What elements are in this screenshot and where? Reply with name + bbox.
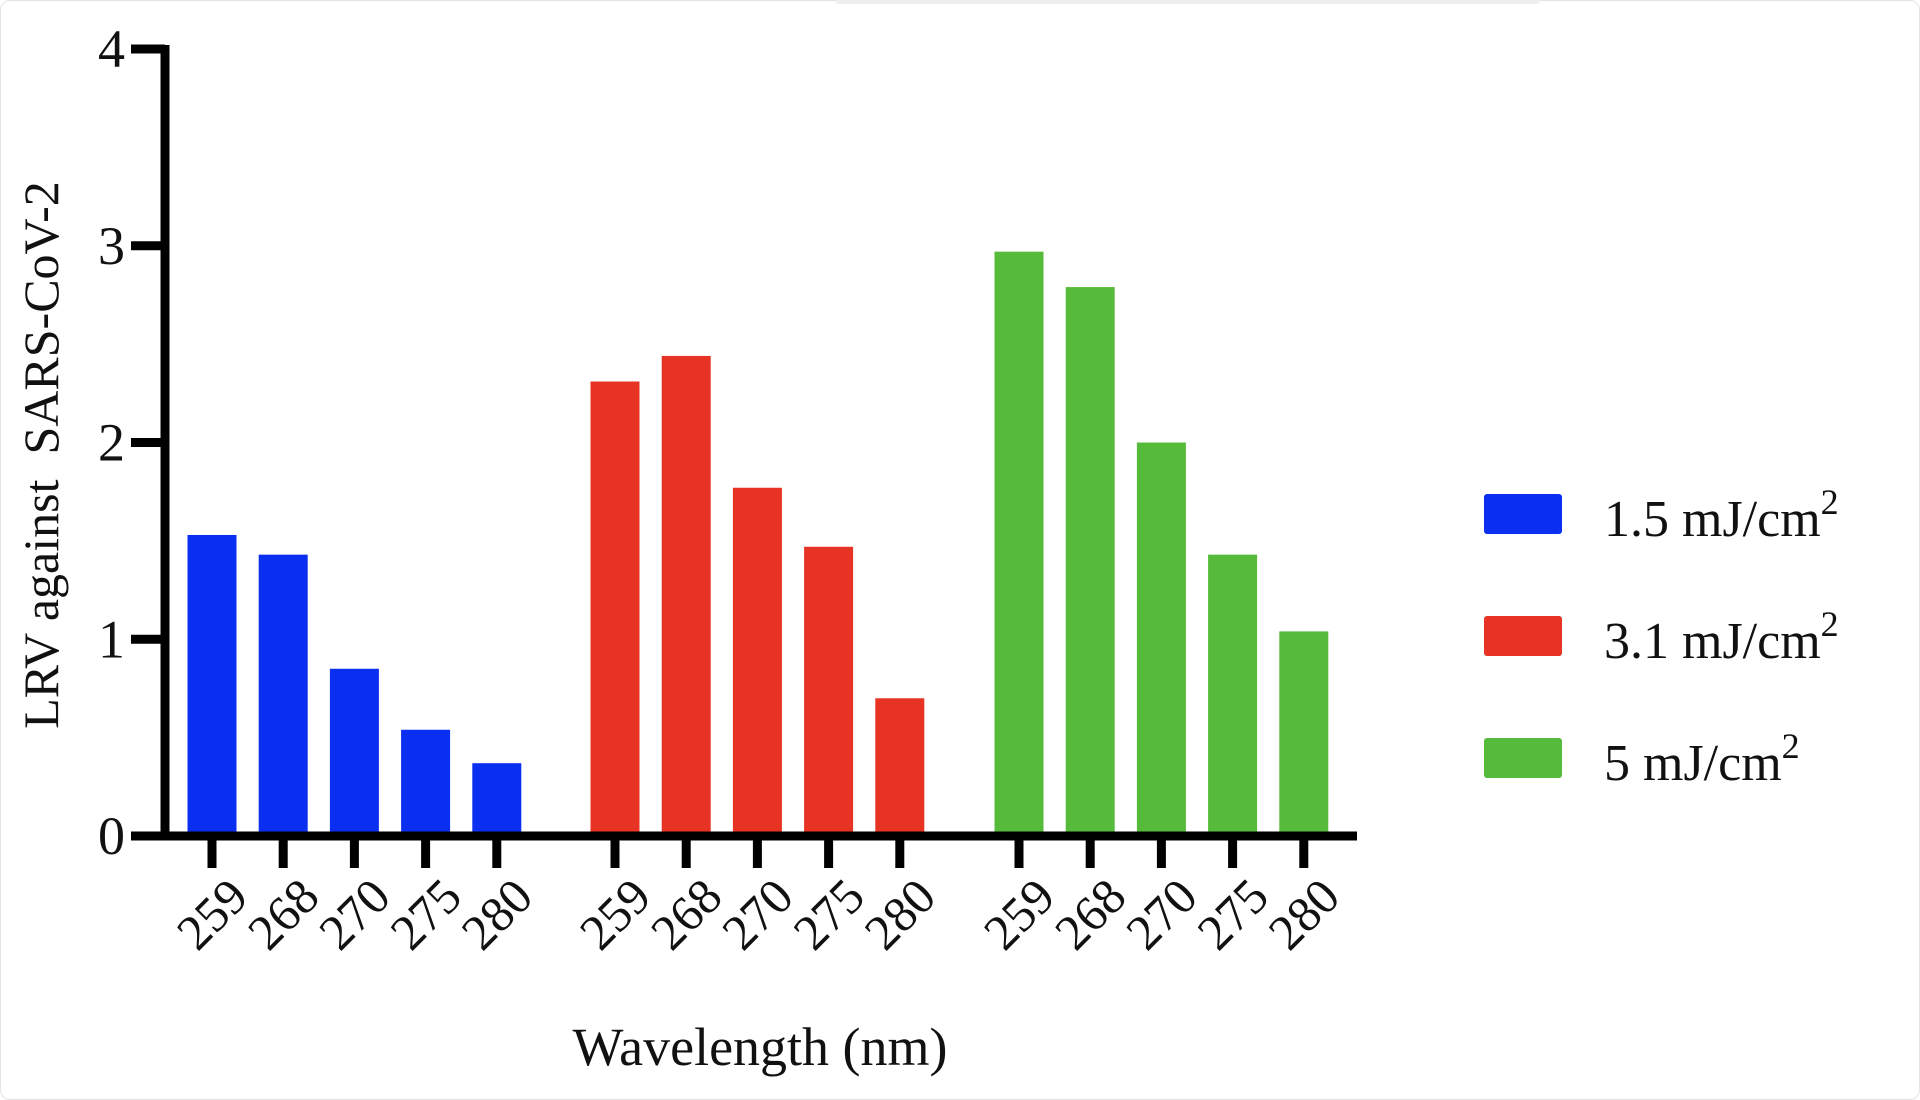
y-tick-label: 3 xyxy=(98,216,125,276)
bar-0-268 xyxy=(258,554,308,836)
legend-swatch-0 xyxy=(1484,494,1562,534)
y-tick-label: 1 xyxy=(98,609,125,669)
x-axis-label: Wavelength (nm) xyxy=(572,1017,947,1077)
bars-group xyxy=(187,251,1329,837)
bar-2-270 xyxy=(1136,442,1186,836)
bar-2-259 xyxy=(994,251,1044,837)
x-tick-label: 280 xyxy=(450,868,543,961)
legend-label-0: 1.5 mJ/cm2 xyxy=(1604,482,1839,548)
legend-label-2: 5 mJ/cm2 xyxy=(1604,726,1800,792)
bar-1-280 xyxy=(875,698,925,836)
bar-2-268 xyxy=(1065,287,1115,836)
x-tick-label: 280 xyxy=(1257,868,1350,961)
bar-1-259 xyxy=(590,381,640,836)
x-tick-label: 280 xyxy=(853,868,946,961)
bar-1-268 xyxy=(661,355,711,836)
legend: 1.5 mJ/cm2 3.1 mJ/cm2 5 mJ/cm2 xyxy=(1484,482,1839,792)
bar-0-270 xyxy=(329,668,379,836)
bar-0-275 xyxy=(401,729,451,836)
top-bar xyxy=(835,0,1540,4)
bar-0-259 xyxy=(187,534,237,836)
y-tick-label: 0 xyxy=(98,806,125,866)
legend-swatch-1 xyxy=(1484,616,1562,656)
y-tick-label: 2 xyxy=(98,413,125,473)
y-axis-label: LRV against SARS-CoV-2 xyxy=(13,181,69,728)
bar-1-275 xyxy=(804,546,854,836)
y-tick-label: 4 xyxy=(98,19,125,79)
bar-2-275 xyxy=(1208,554,1258,836)
bar-0-280 xyxy=(472,763,522,836)
bar-1-270 xyxy=(732,487,782,836)
legend-label-1: 3.1 mJ/cm2 xyxy=(1604,604,1839,670)
legend-swatch-2 xyxy=(1484,738,1562,778)
bar-2-280 xyxy=(1279,631,1329,836)
